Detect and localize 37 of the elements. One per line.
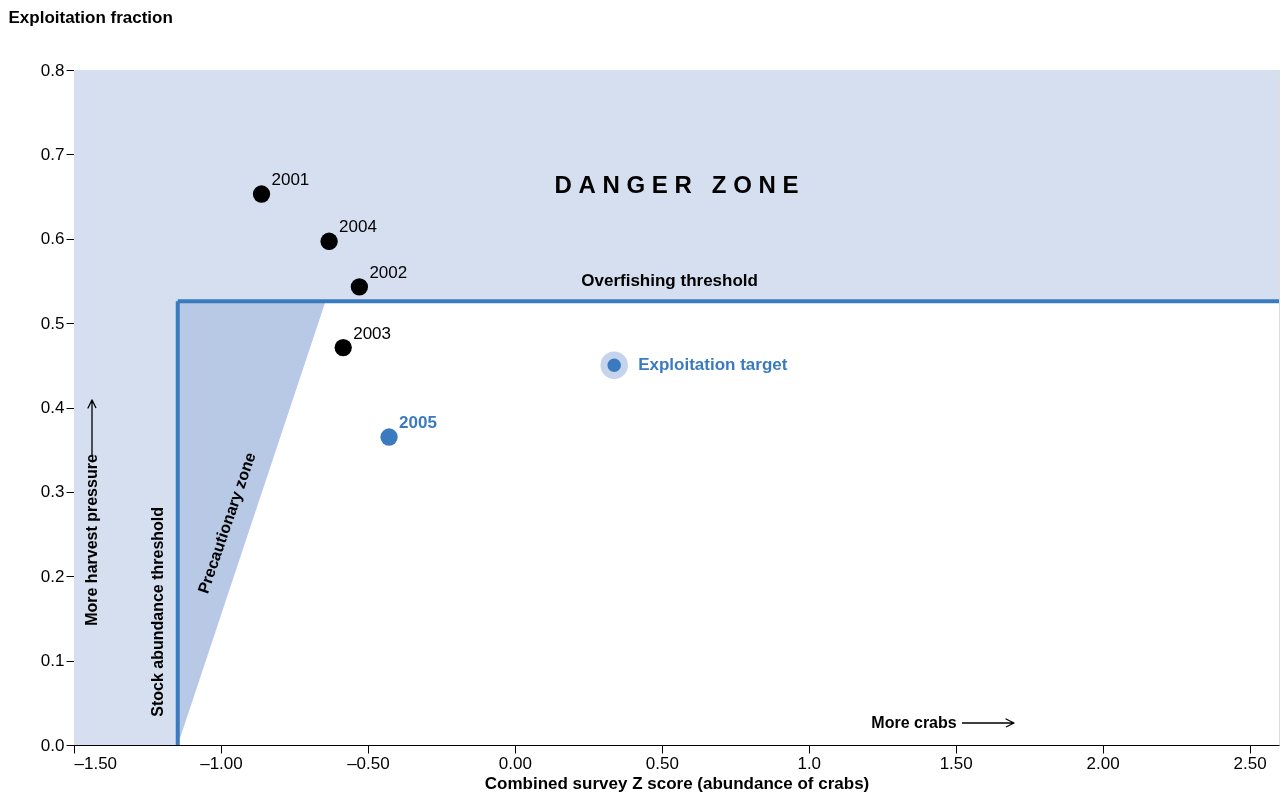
- series-label: 2002: [369, 262, 408, 282]
- series-label: 2005: [399, 413, 437, 433]
- series-label: 2004: [339, 217, 377, 237]
- series-label: 2003: [353, 323, 392, 343]
- y-tick-label: 0.5: [40, 313, 65, 333]
- x-tick-label: –1.50: [74, 753, 118, 773]
- x-tick-label: 0.50: [645, 753, 679, 773]
- point: [320, 232, 338, 250]
- y-axis-title: Exploitation fraction: [8, 7, 173, 27]
- x-tick-label: 2.00: [1086, 753, 1120, 773]
- ref-line-label: Overfishing threshold: [581, 271, 758, 291]
- y-tick-label: 0.7: [40, 144, 65, 164]
- point: [350, 278, 369, 296]
- x-tick-label: 1.50: [939, 753, 973, 773]
- y-tick-label: 0.3: [40, 482, 65, 502]
- point: [380, 428, 398, 446]
- x-axis-title: Combined survey Z score (abundance of crabs): [484, 773, 870, 793]
- series-label: Exploitation target: [638, 355, 788, 375]
- x-tick-label: –1.00: [200, 753, 243, 773]
- y-tick-label: 0.1: [40, 651, 65, 671]
- annotation: More crabs: [871, 714, 957, 731]
- y-tick-label: 0.6: [40, 229, 65, 249]
- point: [334, 338, 352, 357]
- x-tick-label: 2.50: [1233, 753, 1267, 773]
- point: [600, 351, 628, 380]
- ref-line-label: Stock abundance threshold: [148, 506, 166, 717]
- y-tick-label: 0.2: [40, 566, 65, 586]
- point: [252, 185, 271, 203]
- x-tick-label: 0.00: [498, 753, 532, 773]
- x-tick-label: 1.0: [797, 753, 822, 773]
- series-label: 2001: [271, 170, 310, 190]
- annotation: More harvest pressure: [83, 454, 100, 626]
- y-tick-label: 0.4: [40, 398, 65, 417]
- y-tick-label: 0.0: [40, 735, 65, 755]
- y-tick-label: 0.8: [40, 60, 65, 80]
- band-label: D A N G E R Z O N E: [554, 170, 799, 198]
- x-tick-label: –0.50: [347, 753, 390, 773]
